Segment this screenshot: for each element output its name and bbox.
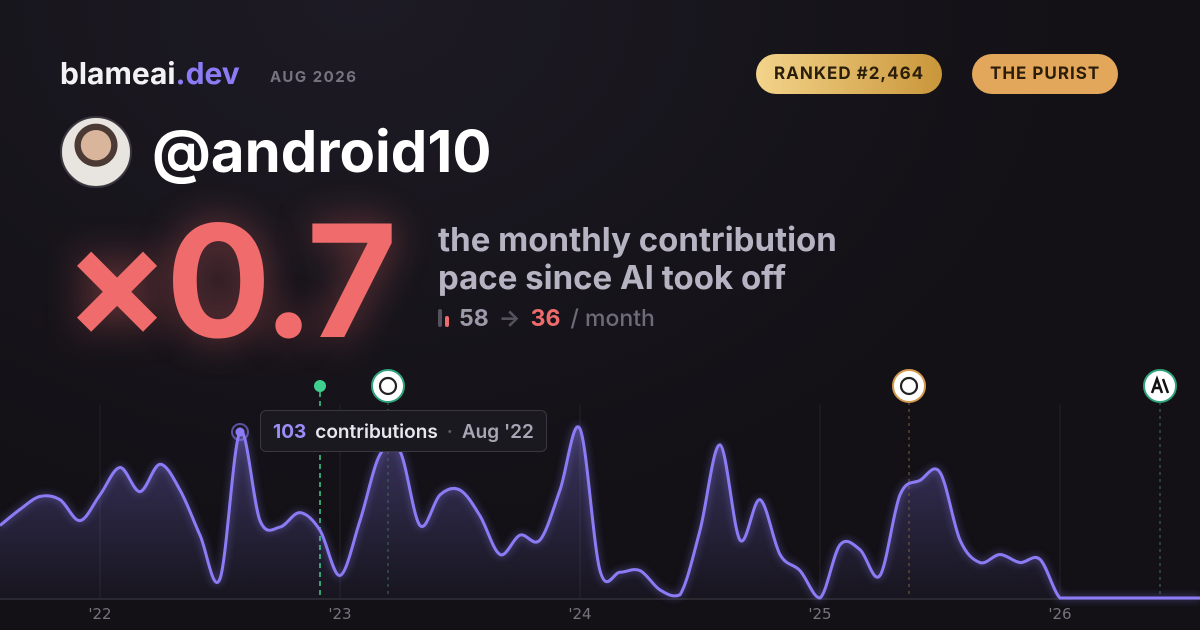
x-tick-label: '24 [568, 605, 591, 623]
event-icon [892, 369, 926, 403]
line [0, 425, 1200, 600]
handle: @android10 [152, 116, 492, 186]
x-tick-label: '26 [1048, 605, 1071, 623]
highlight-ring [231, 422, 249, 441]
description: the monthly contribution pace since AI to… [438, 220, 837, 296]
tooltip-value: 103 [273, 419, 307, 443]
pace-icon [438, 309, 449, 327]
tooltip-date: Aug '22 [461, 419, 534, 443]
period: AUG 2026 [270, 67, 358, 86]
highlight-point [235, 427, 245, 437]
area [0, 426, 1200, 598]
event-icon-glyph [899, 376, 919, 396]
description-line: pace since AI took off [438, 257, 787, 297]
brand: blameai.dev [60, 56, 240, 92]
x-tick-label: '23 [328, 605, 351, 623]
pace-after: 36 [530, 304, 561, 332]
pace: 58 → 36 / month [438, 304, 655, 332]
type-badge: THE PURIST [972, 54, 1119, 94]
pace-before: 58 [459, 304, 489, 332]
tooltip-label: contributions [315, 419, 438, 443]
brand-name: blameai [60, 56, 176, 92]
event-icon-glyph [1150, 375, 1170, 394]
tooltip-separator: · [446, 419, 453, 443]
event-icon [371, 369, 405, 403]
x-tick-label: '25 [808, 605, 831, 623]
event-dot [314, 380, 326, 392]
multiplier: ×0.7 [64, 186, 397, 375]
tooltip: 103 contributions · Aug '22 [260, 410, 547, 452]
event-icon-glyph [378, 376, 398, 396]
events [314, 369, 1177, 598]
avatar [60, 116, 132, 188]
pace-arrow: → [498, 304, 521, 332]
x-tick-label: '22 [88, 605, 111, 623]
rank-badge: RANKED #2,464 [756, 54, 943, 94]
description-line: the monthly contribution [438, 219, 837, 259]
brand-suffix: .dev [175, 56, 240, 92]
pace-unit: / month [570, 304, 655, 332]
